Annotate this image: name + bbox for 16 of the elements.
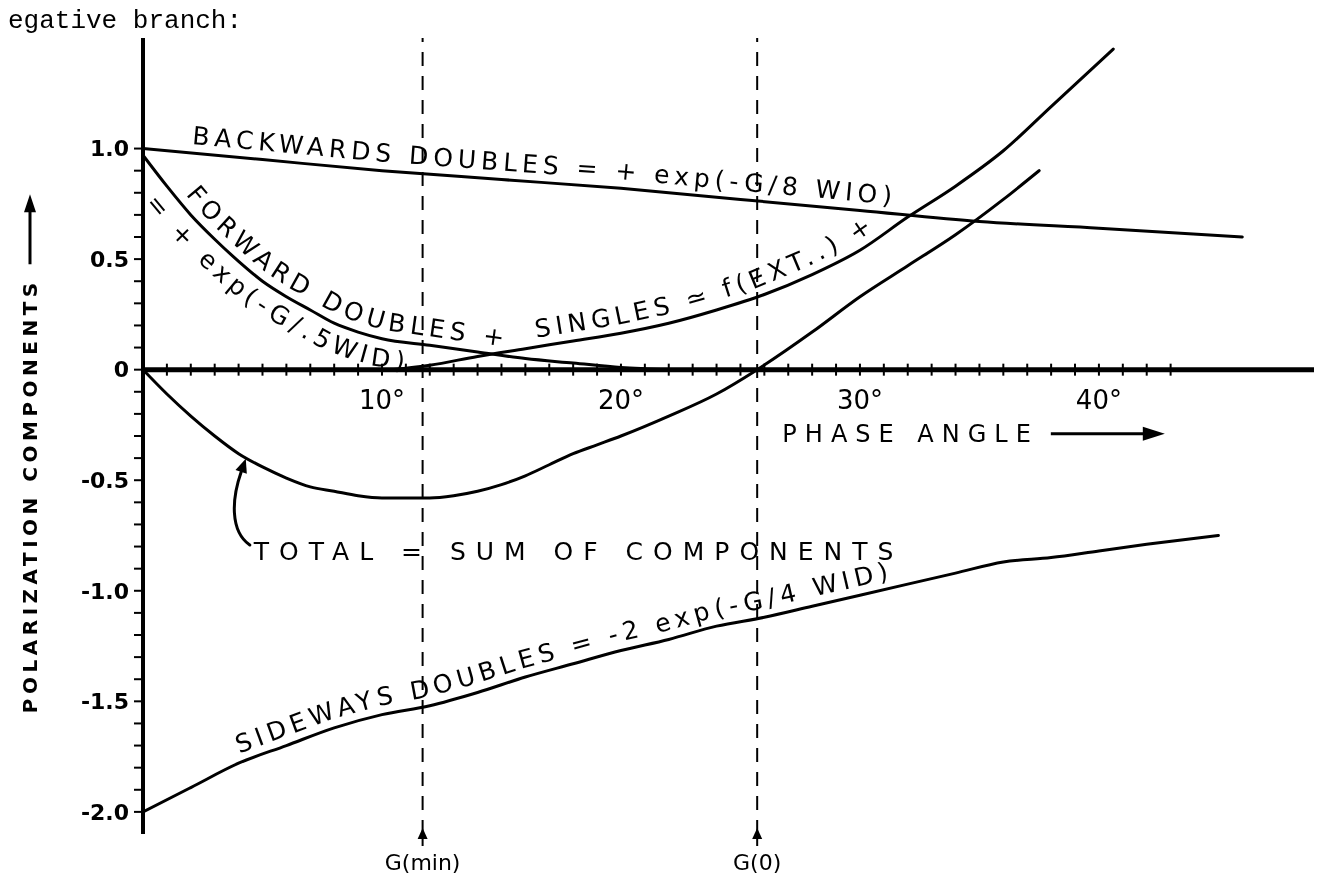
y-axis-title: POLARIZATION COMPONENTS: [18, 278, 42, 714]
y-tick-label: 0: [113, 357, 129, 383]
ref-line-label: G(0): [733, 849, 782, 875]
x-axis-title: PHASE ANGLE: [782, 419, 1039, 448]
y-tick-label: -2.0: [80, 799, 129, 825]
text: egative branch:: [8, 6, 243, 36]
y-tick-label: 0.5: [90, 246, 129, 272]
x-tick-label: 10°: [358, 384, 406, 415]
y-tick-label: -1.5: [80, 689, 129, 715]
x-tick-label: 20°: [597, 384, 645, 415]
ref-line-label: G(min): [384, 849, 461, 875]
y-tick-label: -1.0: [80, 578, 129, 604]
y-tick-label: 1.0: [90, 136, 129, 162]
x-tick-label: 40°: [1075, 384, 1122, 415]
y-tick-label: -0.5: [80, 468, 129, 494]
x-tick-label: 30°: [836, 384, 883, 415]
